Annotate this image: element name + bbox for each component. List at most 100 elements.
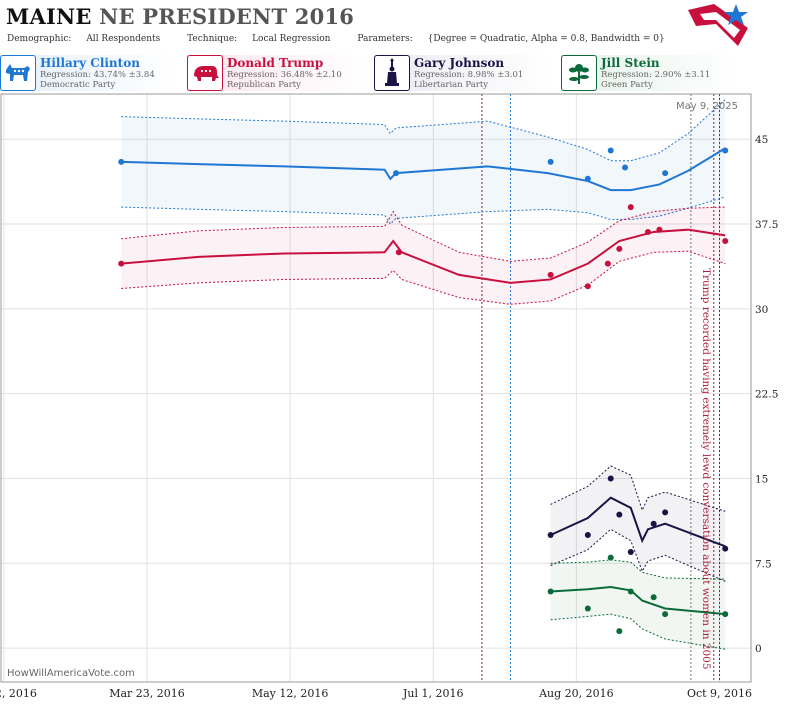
grid [1,94,751,682]
poll-point [584,532,591,538]
poll-point [616,628,623,635]
date-stamp: May 9, 2025 [676,101,739,112]
x-tick-labels: Feb 2, 2016 Mar 23, 2016 May 12, 2016 Jul 1… [0,687,752,700]
poll-point [722,545,729,552]
poll-point [607,475,614,482]
poll-point [627,204,634,211]
technique: Technique: Local Regression [187,34,331,44]
poll-point [584,283,591,290]
parameters-line: Demographic: All Respondents Technique: … [7,34,689,44]
poll-point [607,147,614,154]
plot-frame [0,93,752,683]
legend-name: Hillary Clinton [40,56,140,70]
y-tick-label: 15 [755,473,768,485]
chart-title: MAINE NE PRESIDENT 2016 [6,4,354,29]
legend-regression: Regression: 36.48% ±2.10 [227,70,342,80]
confidence-band [550,559,726,650]
x-tick-label: Aug 20, 2016 [538,687,614,700]
poll-point [547,588,554,595]
legend-icon-box [0,55,36,91]
poll-point [662,509,669,516]
legend-item-stein[interactable]: Jill Stein Regression: 2.90% ±3.11 Green… [561,55,741,91]
poll-point [584,605,591,612]
legend-regression: Regression: 43.74% ±3.84 [40,70,155,80]
confidence-band [121,207,726,305]
poll-point [656,226,663,233]
poll-point [607,554,614,561]
poll-point [650,594,657,601]
trend-line [550,496,726,548]
legend-party: Republican Party [227,80,301,90]
poll-point [662,170,669,177]
legend-icon-box [374,55,410,91]
legend-regression: Regression: 8.98% ±3.01 [414,70,524,80]
band-upper-line [550,559,726,580]
band-upper-line [550,465,726,512]
legend-item-johnson[interactable]: Gary Johnson Regression: 8.98% ±3.01 Lib… [374,55,554,91]
legend-party: Democratic Party [40,80,116,90]
legend-icon-box [561,55,597,91]
trend-line [121,147,726,192]
poll-point [547,532,554,538]
poll-point [722,611,729,618]
confidence-bands [121,99,726,650]
title-race: NE PRESIDENT 2016 [99,4,355,29]
legend-name: Gary Johnson [414,56,505,70]
poll-point [118,260,125,267]
legend-party: Libertarian Party [414,80,489,90]
legend-icon-box [187,55,223,91]
band-upper-line [121,99,726,162]
star-logo-icon [688,4,748,46]
poll-point [616,245,623,252]
poll-point [627,548,634,555]
poll-point [547,271,554,278]
poll-point [644,228,651,235]
x-tick-label: Oct 9, 2016 [687,687,752,700]
poll-point [622,164,629,171]
legend-name: Donald Trump [227,56,324,70]
poll-point [616,511,623,518]
poll-point [395,249,402,256]
y-tick-label: 45 [755,134,768,146]
watermark: HowWillAmericaVote.com [7,668,135,679]
y-tick-label: 22.5 [755,389,778,401]
poll-point [650,520,657,527]
poll-points [118,147,729,635]
poll-point [662,611,669,618]
poll-point [627,588,634,595]
event-annotation: Trump recorded having extremely lewd con… [700,268,712,670]
event-lines [481,94,721,682]
poll-point [722,238,729,244]
poll-point [722,147,729,154]
band-lower-line [550,528,726,582]
donkey-icon [6,64,30,81]
band-lower-line [550,613,726,650]
y-tick-label: 7.5 [755,558,772,570]
elephant-icon [194,66,219,81]
confidence-band [121,99,726,225]
confidence-band [550,466,726,582]
x-tick-label: Jul 1, 2016 [402,687,464,700]
chart-plot-area: 0 7.5 15 22.5 30 37.5 45 Feb 2, 2016 Mar 23, 20… [0,93,778,700]
poll-point [118,158,125,165]
y-tick-label: 0 [755,643,762,655]
legend-name: Jill Stein [601,56,660,70]
legend-regression: Regression: 2.90% ±3.11 [601,70,711,80]
demographic: Demographic: All Respondents [7,34,161,44]
legend-item-clinton[interactable]: Hillary Clinton Regression: 43.74% ±3.84… [0,55,180,91]
flower-icon [569,64,589,84]
band-upper-line [121,206,726,262]
band-lower-line [121,196,726,225]
y-tick-labels: 0 7.5 15 22.5 30 37.5 45 [755,134,778,655]
poll-point [604,260,611,267]
y-tick-label: 30 [755,304,768,316]
x-tick-label: Mar 23, 2016 [109,687,185,700]
legend-item-trump[interactable]: Donald Trump Regression: 36.48% ±2.10 Re… [187,55,367,91]
poll-point [547,158,554,165]
liberty-icon [385,58,399,86]
poll-point [584,175,591,182]
parameters: Parameters: {Degree = Quadratic, Alpha =… [357,34,665,44]
x-tick-label: Feb 2, 2016 [0,687,37,700]
band-lower-line [121,250,726,305]
y-tick-label: 37.5 [755,219,778,231]
